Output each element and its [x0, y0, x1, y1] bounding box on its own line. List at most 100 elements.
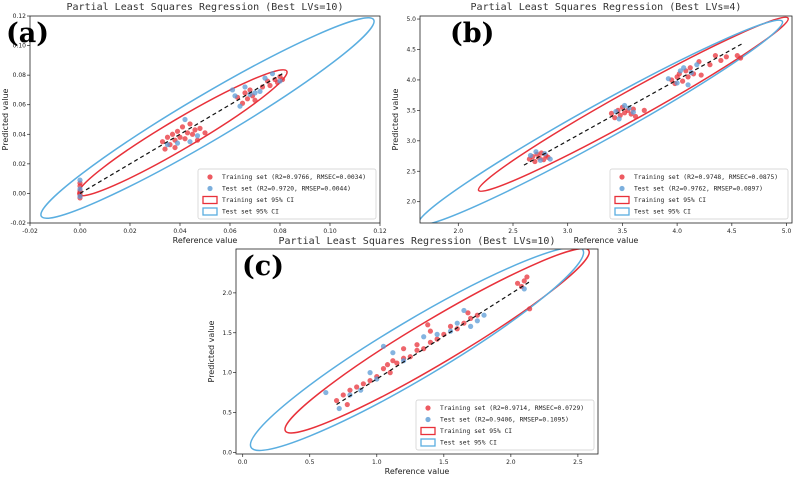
- y-tick-label: 0.04: [13, 131, 27, 138]
- training-point-36: [698, 72, 704, 78]
- legend-label: Test set 95% CI: [222, 209, 279, 216]
- test-point-1: [336, 405, 342, 412]
- y-tick-label: -0.02: [10, 220, 26, 227]
- training-point-10: [169, 131, 176, 137]
- test-point-11: [677, 68, 684, 74]
- training-point-31: [712, 52, 719, 59]
- plot-area: [420, 16, 789, 223]
- training-ci-ellipse: [477, 16, 789, 193]
- training-point-26: [242, 90, 248, 96]
- fit-line: [336, 280, 532, 406]
- test-point-2: [77, 193, 83, 199]
- y-tick-label: 0.08: [13, 72, 27, 79]
- training-point-5: [367, 378, 373, 384]
- y-tick-label: 0.12: [13, 13, 27, 20]
- test-point-7: [622, 102, 628, 109]
- test-point-10: [674, 80, 680, 86]
- test-point-5: [182, 116, 188, 123]
- y-tick-label: 0.06: [13, 102, 27, 109]
- chart-title: Partial Least Squares Regression (Best L…: [67, 2, 344, 13]
- training-point-35: [737, 55, 744, 61]
- training-point-10: [394, 360, 400, 366]
- y-tick-label: 3.0: [406, 138, 416, 145]
- y-tick-label: 0.00: [13, 190, 27, 197]
- test-point-8: [229, 87, 236, 93]
- legend: Training set (R2=0.9748, RMSEC=0.0875) Te…: [609, 168, 789, 220]
- chart-title: Partial Least Squares Regression (Best L…: [471, 2, 742, 13]
- test-point-4: [367, 370, 373, 376]
- training-point-19: [641, 107, 647, 113]
- x-tick-label: 4.0: [672, 228, 682, 235]
- legend-patch: [614, 207, 630, 216]
- training-point-8: [164, 134, 171, 140]
- test-point-1: [77, 186, 83, 192]
- x-tick-label: 0.00: [73, 228, 87, 235]
- legend-marker: [619, 185, 625, 192]
- x-tick-label: 3.5: [618, 228, 628, 235]
- x-tick-label: 1.5: [439, 459, 449, 466]
- training-point-28: [247, 87, 253, 93]
- legend-patch: [420, 438, 436, 447]
- training-point-30: [425, 322, 431, 328]
- training-point-27: [527, 306, 533, 312]
- training-point-33: [344, 401, 350, 408]
- training-point-34: [384, 362, 391, 368]
- x-tick-label: 2.0: [454, 228, 464, 235]
- x-axis-label: Reference value: [173, 236, 238, 245]
- test-point-17: [277, 78, 283, 84]
- y-tick-label: 1.0: [222, 370, 232, 377]
- legend-label: Test set (R2=0.9762, RMSEP=0.0897): [634, 186, 763, 193]
- legend-patch: [202, 195, 218, 205]
- training-point-31: [414, 342, 420, 348]
- training-point-32: [718, 57, 724, 64]
- legend-label: Test set 95% CI: [440, 440, 497, 447]
- legend-label: Test set 95% CI: [634, 209, 691, 216]
- training-ci-ellipse: [284, 249, 590, 434]
- legend-box: [415, 399, 595, 451]
- x-tick-label: 2.5: [573, 459, 583, 466]
- test-point-7: [390, 350, 396, 356]
- y-tick-label: 1.5: [222, 330, 232, 337]
- test-point-8: [400, 358, 407, 364]
- legend-box: [609, 168, 789, 220]
- training-point-21: [197, 125, 203, 131]
- legend-patch: [420, 426, 436, 436]
- training-point-24: [679, 78, 686, 84]
- training-point-6: [159, 139, 166, 145]
- training-point-26: [685, 74, 691, 80]
- training-point-3: [354, 384, 360, 390]
- test-point-12: [454, 320, 460, 326]
- training-point-8: [387, 370, 393, 376]
- training-point-9: [608, 110, 615, 117]
- legend-marker: [207, 185, 213, 192]
- x-tick-label: 5.0: [782, 228, 792, 235]
- test-point-15: [694, 62, 700, 68]
- legend: Training set (R2=0.9714, RMSEC=0.0729) Te…: [415, 399, 595, 451]
- plot-area: [40, 17, 375, 219]
- test-point-10: [237, 103, 243, 109]
- x-tick-label: 0.0: [238, 459, 248, 466]
- legend-label: Training set 95% CI: [440, 428, 512, 435]
- training-point-14: [179, 124, 186, 130]
- test-point-4: [547, 156, 553, 162]
- training-point-16: [184, 130, 191, 136]
- test-point-1: [533, 149, 539, 155]
- training-point-27: [687, 65, 693, 71]
- test-point-13: [461, 307, 467, 314]
- y-axis-label: Predicted value: [391, 88, 400, 150]
- x-tick-label: 0.12: [373, 228, 387, 235]
- training-point-28: [465, 310, 471, 316]
- test-point-12: [681, 65, 687, 71]
- x-tick-label: 0.10: [323, 228, 337, 235]
- x-tick-label: 0.5: [305, 459, 315, 466]
- training-point-18: [632, 113, 639, 120]
- x-tick-label: 0.02: [123, 228, 137, 235]
- y-tick-label: 4.5: [406, 46, 416, 53]
- training-point-25: [521, 278, 527, 284]
- legend-label: Test set (R2=0.9720, RMSEP=0.0044): [222, 186, 351, 193]
- legend-patch: [202, 207, 218, 216]
- y-tick-label: 5.0: [406, 16, 416, 23]
- test-ci-ellipse: [420, 19, 784, 223]
- training-point-13: [414, 347, 420, 353]
- y-tick-label: 2.0: [406, 199, 416, 206]
